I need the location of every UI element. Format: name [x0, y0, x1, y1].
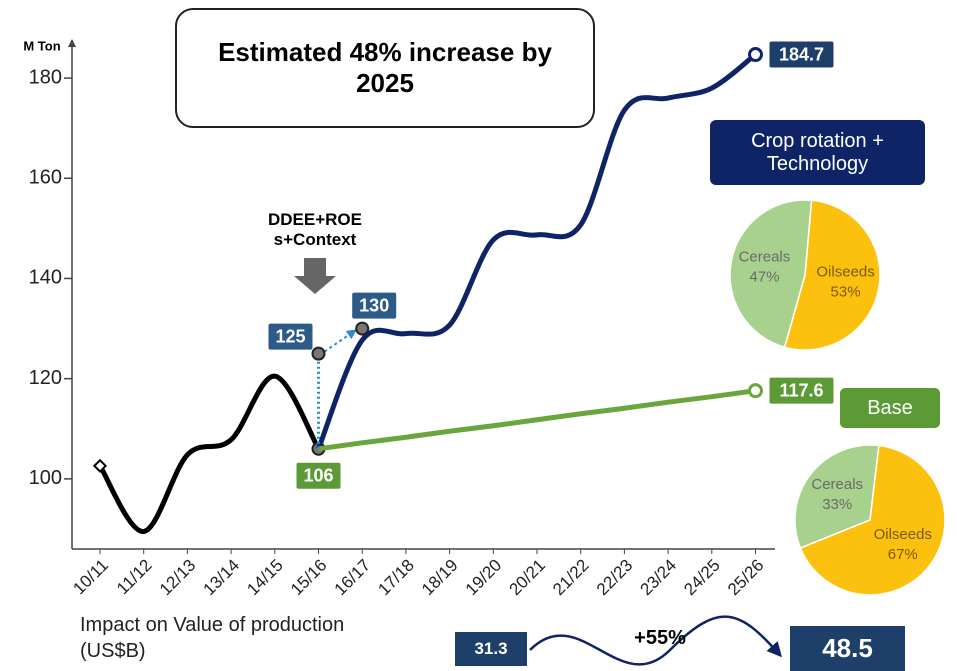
impact-to: 48.5	[790, 626, 905, 671]
pie-title: Crop rotation + Technology	[710, 120, 925, 185]
pie-title: Base	[840, 388, 940, 428]
x-tick-label: 17/18	[374, 556, 418, 600]
pie-slice	[799, 444, 946, 596]
pie-category: Cereals	[739, 249, 791, 266]
x-tick-label: 21/22	[549, 556, 593, 600]
y-axis-arrow	[68, 39, 76, 47]
pie-category: Oilseeds	[874, 526, 932, 543]
impact-label: Impact on Value of production (US$B)	[80, 614, 345, 662]
annotation-line: s+Context	[273, 230, 357, 249]
end-marker	[748, 47, 763, 63]
x-tick-label: 13/14	[200, 556, 244, 600]
y-axis-label: M Ton	[23, 38, 60, 53]
impact-from: 31.3	[455, 632, 527, 666]
y-tick-label: 100	[29, 467, 62, 489]
impact-change: +55%	[634, 626, 686, 649]
x-tick-label: 18/19	[418, 556, 462, 600]
data-label: 184.7	[779, 44, 824, 64]
data-label-box	[769, 41, 834, 68]
y-tick-label: 120	[29, 367, 62, 389]
data-label-box	[268, 323, 313, 350]
annotation: DDEE+ROE s+Context	[250, 205, 380, 255]
line	[318, 388, 756, 452]
line	[97, 373, 321, 534]
pie-category: Oilseeds	[816, 263, 874, 280]
title-box: Estimated 48% increase by 2025	[175, 8, 595, 128]
data-label-box	[769, 377, 834, 404]
data-label-box	[296, 462, 341, 489]
pie-slice	[729, 199, 813, 349]
data-label-box	[352, 292, 397, 319]
x-tick-label: 10/11	[69, 556, 112, 599]
data-label: 130	[359, 295, 389, 315]
wavy-arrow	[529, 615, 782, 666]
dotted-link	[323, 329, 357, 353]
x-tick-label: 19/20	[462, 556, 506, 600]
annotation-line: DDEE+ROE	[268, 210, 362, 229]
x-tick-label: 16/17	[331, 556, 375, 600]
x-tick-label: 22/23	[593, 556, 637, 600]
data-label: 106	[303, 466, 333, 486]
x-tick-label: 11/12	[113, 556, 156, 599]
x-tick-label: 20/21	[505, 556, 549, 600]
pie-category: Cereals	[811, 476, 863, 493]
y-tick-label: 140	[29, 267, 62, 289]
x-tick-label: 12/13	[156, 556, 200, 600]
pie-value-label: 47%	[749, 269, 779, 286]
data-label: 125	[275, 326, 305, 346]
data-label: 117.6	[779, 380, 823, 400]
point	[355, 321, 370, 336]
y-tick-label: 180	[29, 66, 62, 88]
x-tick-label: 25/26	[724, 556, 768, 600]
y-tick-label: 160	[29, 167, 62, 189]
pie-value-label: 53%	[831, 283, 861, 300]
pie-value-label: 67%	[888, 546, 918, 563]
line	[316, 52, 758, 450]
start-marker	[92, 458, 108, 473]
down-arrow	[294, 258, 336, 294]
point	[311, 346, 326, 361]
pie-slice	[794, 444, 880, 550]
pie-value-label: 33%	[822, 496, 852, 513]
x-tick-label: 24/25	[680, 556, 724, 600]
x-tick-label: 14/15	[243, 556, 287, 600]
x-tick-label: 23/24	[637, 556, 681, 600]
x-tick-label: 15/16	[287, 556, 331, 600]
end-marker	[748, 383, 763, 399]
